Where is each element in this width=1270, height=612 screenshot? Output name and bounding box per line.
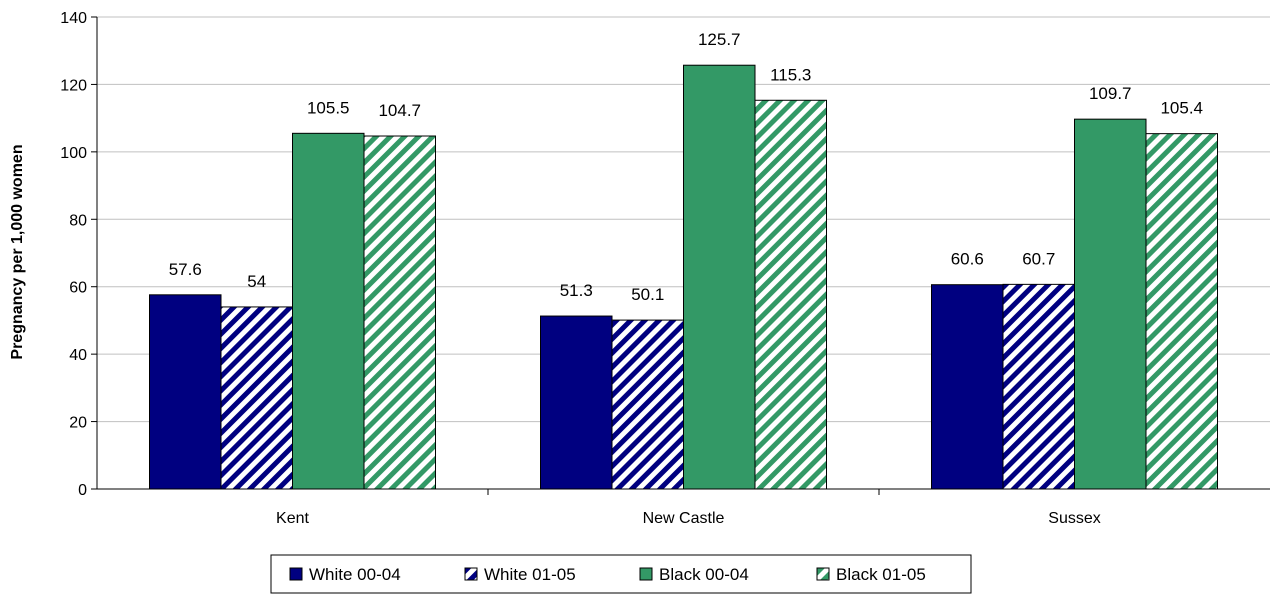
data-label-kent-white-00-04: 57.6 bbox=[169, 260, 202, 279]
data-label-new-castle-black-01-05: 115.3 bbox=[770, 65, 811, 84]
y-tick-label: 80 bbox=[69, 212, 87, 229]
y-tick-label: 40 bbox=[69, 347, 87, 364]
y-tick-label: 140 bbox=[60, 10, 87, 27]
y-tick-label: 100 bbox=[60, 145, 87, 162]
data-label-new-castle-white-01-05: 50.1 bbox=[631, 285, 664, 304]
bar-kent-white-00-04 bbox=[149, 294, 222, 490]
legend-box bbox=[270, 554, 972, 594]
data-label-sussex-white-01-05: 60.7 bbox=[1022, 249, 1055, 268]
bar-new-castle-black-00-04 bbox=[683, 64, 756, 490]
bar-sussex-white-01-05 bbox=[1002, 283, 1075, 490]
legend-label: Black 01-05 bbox=[836, 565, 926, 584]
x-tick-label-kent: Kent bbox=[276, 510, 309, 527]
y-tick-label: 60 bbox=[69, 280, 87, 297]
legend-swatch bbox=[639, 567, 653, 581]
data-label-new-castle-black-00-04: 125.7 bbox=[698, 30, 741, 49]
y-tick-label: 120 bbox=[60, 77, 87, 94]
bar-sussex-white-00-04 bbox=[931, 284, 1004, 490]
legend-item-white-01-05: White 01-05 bbox=[464, 565, 576, 584]
bar-sussex-black-00-04 bbox=[1074, 118, 1147, 490]
data-label-kent-black-00-04: 105.5 bbox=[307, 98, 350, 117]
data-label-sussex-black-00-04: 109.7 bbox=[1089, 84, 1132, 103]
legend-swatch bbox=[289, 567, 303, 581]
legend-label: White 01-05 bbox=[484, 565, 576, 584]
legend-item-black-01-05: Black 01-05 bbox=[816, 565, 926, 584]
bar-kent-black-00-04 bbox=[292, 132, 365, 490]
legend-swatch bbox=[816, 567, 830, 581]
data-label-new-castle-white-00-04: 51.3 bbox=[560, 281, 593, 300]
data-label-sussex-black-01-05: 105.4 bbox=[1160, 99, 1203, 118]
axes: 0 20 40 60 80 100 120 140 Kent New Castle Sussex bbox=[60, 10, 1270, 527]
x-tick-label-new-castle: New Castle bbox=[643, 510, 725, 527]
x-tick-label-sussex: Sussex bbox=[1048, 510, 1100, 527]
legend-swatch bbox=[464, 567, 478, 581]
y-axis-title: Pregnancy per 1,000 women bbox=[9, 144, 26, 359]
bar-new-castle-white-01-05 bbox=[611, 319, 684, 490]
legend: White 00-04 White 01-05 Black 00-04 Black 0… bbox=[270, 554, 972, 594]
y-tick-label: 0 bbox=[78, 482, 87, 499]
legend-label: White 00-04 bbox=[309, 565, 401, 584]
legend-item-black-00-04: Black 00-04 bbox=[639, 565, 749, 584]
data-labels: 57.6 54 105.5 104.7 51.3 50.1 125.7 115.3 60.6 60… bbox=[169, 30, 1203, 304]
legend-item-white-00-04: White 00-04 bbox=[289, 565, 401, 584]
bar-kent-black-01-05 bbox=[363, 135, 436, 490]
bar-sussex-black-01-05 bbox=[1145, 133, 1218, 490]
bar-new-castle-black-01-05 bbox=[754, 99, 827, 490]
bar-kent-white-01-05 bbox=[220, 306, 293, 490]
legend-label: Black 00-04 bbox=[659, 565, 749, 584]
data-label-sussex-white-00-04: 60.6 bbox=[951, 250, 984, 269]
bars bbox=[149, 64, 1218, 490]
data-label-kent-black-01-05: 104.7 bbox=[378, 101, 421, 120]
data-label-kent-white-01-05: 54 bbox=[247, 272, 266, 291]
bar-new-castle-white-00-04 bbox=[540, 315, 613, 490]
y-tick-label: 20 bbox=[69, 415, 87, 432]
